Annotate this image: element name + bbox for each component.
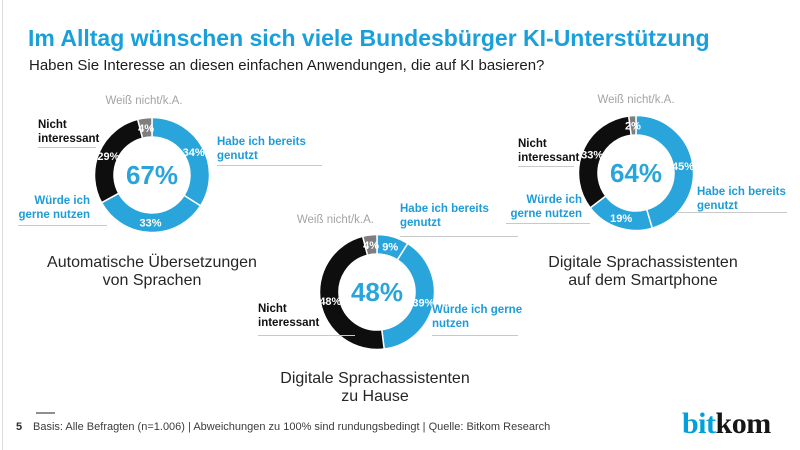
chart-title-zu-hause: Digitale Sprachassistenten zu Hause <box>280 370 470 405</box>
donut-center-value: 67% <box>125 159 179 190</box>
footer-source-text: Basis: Alle Befragten (n=1.006) | Abweic… <box>33 421 551 433</box>
segment-percent-label: 33% <box>139 217 161 229</box>
leader-line <box>432 335 518 336</box>
page-subtitle: Haben Sie Interesse an diesen einfachen … <box>29 57 545 74</box>
segment-label-weiss-nicht: Weiß nicht/k.A. <box>296 214 374 226</box>
donut-chart-smartphone: 45% 19% 33% 2% 64% <box>577 114 695 232</box>
chart-title-uebersetzungen: Automatische Übersetzungen von Sprachen <box>47 254 257 289</box>
segment-label-wuerde-nutzen: Würde ich gerne nutzen <box>432 304 523 330</box>
segment-percent-label: 4% <box>363 240 379 252</box>
segment-label-nicht-interessant: Nicht interessant <box>38 119 100 145</box>
segment-label-nicht-interessant: Nicht interessant <box>518 138 580 164</box>
segment-label-nicht-interessant: Nicht interessant <box>258 303 320 329</box>
donut-chart-uebersetzungen: 34% 33% 29% 4% 67% <box>93 116 211 234</box>
donut-svg: 34% 33% 29% 4% <box>93 116 211 234</box>
donut-chart-zu-hause: 9% 39% 48% 4% 48% <box>318 233 436 351</box>
leader-line <box>38 147 96 148</box>
donut-svg: 45% 19% 33% 2% <box>577 114 694 232</box>
segment-percent-label: 4% <box>138 123 154 135</box>
segment-percent-label: 2% <box>625 121 641 133</box>
donut-svg: 9% 39% 48% 4% <box>318 233 436 351</box>
leader-line <box>18 225 107 226</box>
donut-segment <box>318 235 386 351</box>
page-number: 5 <box>16 421 23 433</box>
segment-label-habe-genutzt: Habe ich bereits genutzt <box>217 136 306 162</box>
leader-line <box>400 236 518 237</box>
segment-percent-label: 19% <box>610 213 632 225</box>
segment-label-wuerde-nutzen: Würde ich gerne nutzen <box>510 194 582 220</box>
segment-percent-label: 29% <box>97 151 119 163</box>
leader-line <box>678 212 787 213</box>
footer-divider-dash <box>36 412 55 414</box>
leader-line <box>217 165 322 166</box>
segment-label-weiss-nicht: Weiß nicht/k.A. <box>597 94 675 106</box>
segment-label-habe-genutzt: Habe ich bereits genutzt <box>400 203 489 229</box>
bitkom-logo-bit: bit <box>682 407 716 440</box>
donut-center-value: 48% <box>350 276 404 307</box>
slide-left-border <box>2 0 3 450</box>
bitkom-logo: bitkom <box>682 407 771 441</box>
segment-percent-label: 33% <box>581 150 603 162</box>
segment-percent-label: 34% <box>183 147 205 159</box>
segment-percent-label: 45% <box>672 161 694 173</box>
segment-label-weiss-nicht: Weiß nicht/k.A. <box>105 95 183 107</box>
segment-label-habe-genutzt: Habe ich bereits genutzt <box>697 186 786 212</box>
donut-segment <box>361 233 378 257</box>
leader-line <box>518 166 574 167</box>
segment-percent-label: 9% <box>382 241 398 253</box>
segment-percent-label: 48% <box>319 296 341 308</box>
leader-line <box>506 223 590 224</box>
donut-segment <box>627 114 637 137</box>
segment-percent-label: 39% <box>412 297 434 309</box>
leader-line <box>258 335 355 336</box>
donut-center-value: 64% <box>609 157 663 188</box>
page-title: Im Alltag wünschen sich viele Bundesbürg… <box>28 25 710 51</box>
donut-segment <box>136 116 153 140</box>
bitkom-logo-kom: kom <box>715 407 772 440</box>
chart-title-smartphone: Digitale Sprachassistenten auf dem Smart… <box>548 254 738 289</box>
segment-label-wuerde-nutzen: Würde ich gerne nutzen <box>18 195 90 221</box>
